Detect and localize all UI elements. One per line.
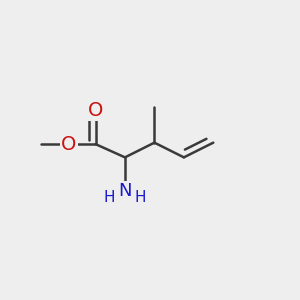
- Text: H: H: [134, 190, 146, 205]
- Text: O: O: [88, 101, 103, 120]
- Text: N: N: [118, 182, 132, 200]
- Text: O: O: [61, 135, 77, 154]
- Text: H: H: [104, 190, 116, 205]
